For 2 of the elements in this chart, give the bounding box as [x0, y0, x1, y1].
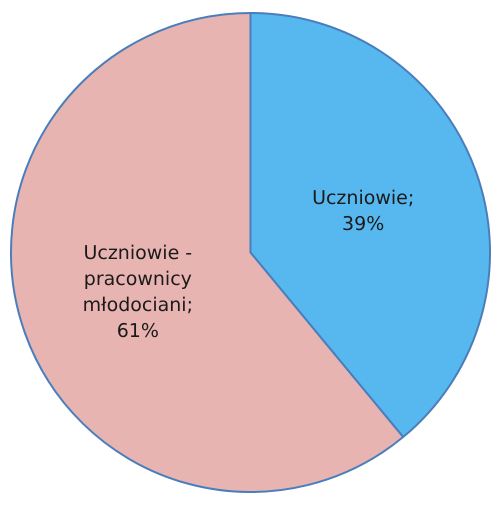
data-label: Uczniowie - pracownicy młodociani; 61%: [82, 242, 193, 342]
data-label: Uczniowie; 39%: [312, 186, 414, 235]
